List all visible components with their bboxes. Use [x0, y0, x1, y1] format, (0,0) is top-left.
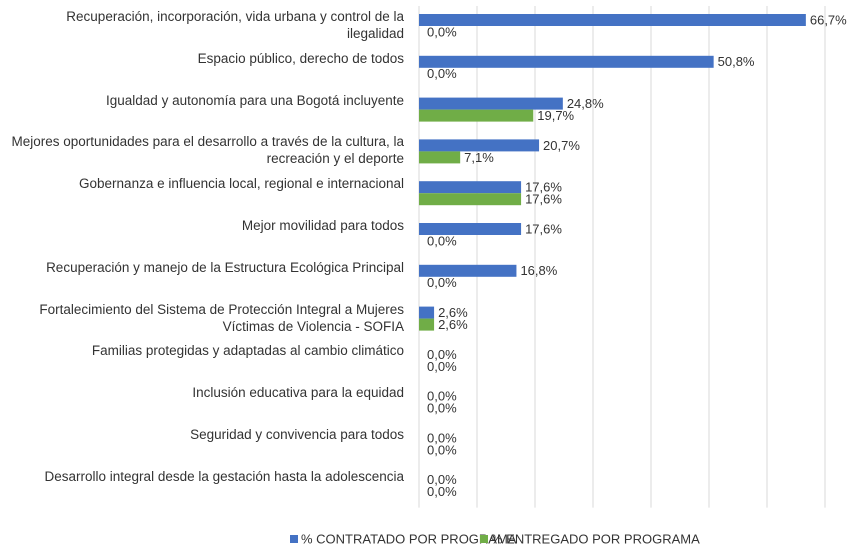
- value-label: 7,1%: [464, 150, 494, 165]
- legend-label: % CONTRATADO POR PROGRAMA: [301, 531, 517, 546]
- value-label: 0,0%: [427, 472, 457, 487]
- value-label: 17,6%: [525, 180, 562, 195]
- value-label: 19,7%: [537, 108, 574, 123]
- bar: [419, 181, 522, 194]
- legend-swatch: [290, 535, 298, 543]
- category-label: Recuperación y manejo de la Estructura E…: [46, 259, 404, 275]
- category-label: Recuperación, incorporación, vida urbana…: [66, 9, 404, 41]
- bar: [419, 264, 517, 277]
- value-label: 20,7%: [543, 138, 580, 153]
- bar: [419, 223, 522, 235]
- value-label: 16,8%: [520, 263, 557, 278]
- value-label: 0,0%: [427, 24, 457, 39]
- category-label: Gobernanza e influencia local, regional …: [79, 176, 404, 192]
- value-label: 50,8%: [718, 54, 755, 69]
- bar: [419, 318, 435, 331]
- value-label: 0,0%: [427, 389, 457, 404]
- value-label: 17,6%: [525, 221, 562, 236]
- value-label: 0,0%: [427, 359, 457, 374]
- legend-swatch: [480, 535, 488, 543]
- category-label: Mejor movilidad para todos: [241, 218, 404, 233]
- value-label: 17,6%: [525, 192, 562, 207]
- value-label: 66,7%: [810, 12, 847, 27]
- value-label: 0,0%: [427, 275, 457, 290]
- value-label: 0,0%: [427, 233, 457, 248]
- value-label: 0,0%: [427, 430, 457, 445]
- value-label: 0,0%: [427, 442, 457, 457]
- value-label: 0,0%: [427, 347, 457, 362]
- category-label: Fortalecimiento del Sistema de Protecció…: [39, 301, 404, 334]
- category-label: Mejores oportunidades para el desarrollo…: [11, 134, 404, 167]
- category-label: Igualdad y autonomía para una Bogotá inc…: [106, 92, 404, 108]
- value-label: 2,6%: [438, 305, 468, 320]
- value-label: 2,6%: [438, 317, 468, 332]
- value-label: 0,0%: [427, 484, 457, 499]
- category-label: Desarrollo integral desde la gestación h…: [44, 468, 404, 484]
- bar: [419, 97, 563, 110]
- legend-label: % ENTREGADO POR PROGRAMA: [491, 531, 700, 546]
- bar: [419, 14, 806, 26]
- bar: [419, 193, 522, 206]
- category-label: Seguridad y convivencia para todos: [190, 427, 404, 442]
- category-label: Inclusión educativa para la equidad: [192, 385, 404, 401]
- category-label: Familias protegidas y adaptadas al cambi…: [91, 343, 404, 359]
- bar: [419, 151, 461, 164]
- value-label: 24,8%: [567, 96, 604, 111]
- value-label: 0,0%: [427, 401, 457, 416]
- category-label: Espacio público, derecho de todos: [197, 50, 404, 66]
- bar: [419, 139, 540, 152]
- bar: [419, 55, 714, 68]
- value-label: 0,0%: [427, 66, 457, 81]
- bar: [419, 109, 534, 122]
- bar: [419, 306, 435, 319]
